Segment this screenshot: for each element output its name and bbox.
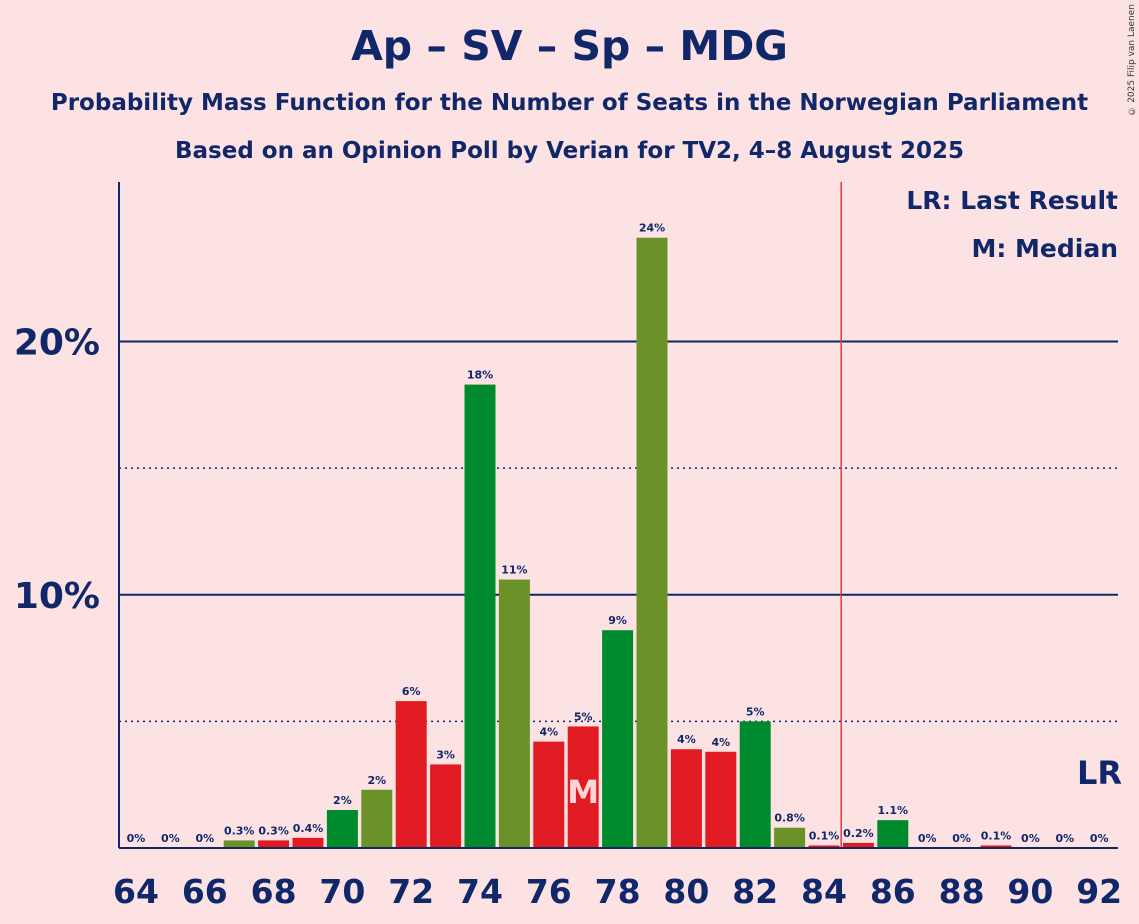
data-label: 2% — [367, 774, 386, 787]
data-label: 4% — [711, 736, 730, 749]
last-result-marker-label: LR — [1077, 754, 1122, 792]
chart-title: Ap – SV – Sp – MDG — [351, 22, 788, 70]
data-label: 0.4% — [293, 822, 324, 835]
data-label: 0% — [161, 832, 180, 845]
data-label: 0% — [1055, 832, 1074, 845]
chart-subtitle: Probability Mass Function for the Number… — [50, 90, 1089, 116]
legend-median: M: Median — [971, 234, 1118, 263]
data-label: 0.2% — [843, 827, 874, 840]
x-tick-label: 64 — [113, 872, 159, 911]
bar — [430, 764, 462, 848]
legend-last-result: LR: Last Result — [906, 186, 1118, 215]
bars — [223, 237, 1012, 848]
x-tick-label: 68 — [251, 872, 297, 911]
x-tick-label: 80 — [663, 872, 709, 911]
axes: 10% 20% 64 66 68 70 72 74 76 78 80 82 84 86 88 90 92 — [14, 182, 1122, 911]
bar — [533, 741, 565, 848]
data-label: 0% — [1090, 832, 1109, 845]
bar — [739, 721, 771, 848]
data-label: 2% — [333, 794, 352, 807]
bar — [223, 840, 255, 848]
bar — [774, 827, 806, 848]
data-label: 0% — [195, 832, 214, 845]
data-label: 0% — [1021, 832, 1040, 845]
data-label: 1.1% — [878, 804, 909, 817]
bar — [842, 842, 874, 848]
y-tick-label: 10% — [14, 576, 100, 617]
x-tick-label: 82 — [732, 872, 778, 911]
data-labels: 0% 0% 0% 0.3% 0.3% 0.4% 2% 2% 6% 3% 18% 11% 4% 5% M 9% 2… — [127, 222, 1109, 845]
data-label: 5% — [746, 705, 765, 718]
x-tick-label: 84 — [801, 872, 847, 911]
x-tick-label: 92 — [1076, 872, 1122, 911]
bar — [670, 749, 702, 848]
bar — [326, 810, 358, 848]
data-label: 5% — [574, 710, 593, 723]
data-label: 11% — [501, 564, 527, 577]
bar — [602, 630, 634, 848]
data-label: 4% — [677, 733, 696, 746]
data-label: 4% — [539, 726, 558, 739]
x-tick-label: 72 — [388, 872, 434, 911]
x-tick-label: 74 — [457, 872, 503, 911]
bar — [258, 840, 290, 848]
data-label: 0.3% — [258, 824, 289, 837]
x-tick-label: 86 — [870, 872, 916, 911]
x-tick-label: 66 — [182, 872, 228, 911]
bar — [498, 579, 530, 848]
data-label: 0.1% — [809, 829, 840, 842]
bar — [395, 701, 427, 848]
bar — [292, 837, 324, 848]
x-tick-label: 78 — [595, 872, 641, 911]
data-label: 0% — [918, 832, 937, 845]
bar — [361, 789, 393, 848]
y-tick-label: 20% — [14, 323, 100, 364]
bar — [808, 845, 840, 848]
bar — [567, 726, 599, 848]
bar — [464, 384, 496, 848]
x-tick-label: 90 — [1007, 872, 1053, 911]
bar — [877, 820, 909, 848]
bar — [980, 845, 1012, 848]
data-label: 18% — [467, 369, 493, 382]
bar — [705, 751, 737, 848]
x-tick-label: 76 — [526, 872, 572, 911]
data-label: 3% — [436, 748, 455, 761]
x-tick-label: 70 — [319, 872, 365, 911]
data-label: 6% — [402, 685, 421, 698]
data-label: 0.3% — [224, 824, 255, 837]
data-label: 0% — [127, 832, 146, 845]
data-label: 24% — [639, 222, 665, 235]
x-tick-label: 88 — [939, 872, 985, 911]
chart-source-line: Based on an Opinion Poll by Verian for T… — [174, 138, 965, 164]
median-marker: M — [567, 773, 599, 811]
bar — [636, 237, 668, 848]
data-label: 0.8% — [774, 812, 805, 825]
data-label: 0% — [952, 832, 971, 845]
data-label: 9% — [608, 614, 627, 627]
data-label: 0.1% — [981, 829, 1012, 842]
